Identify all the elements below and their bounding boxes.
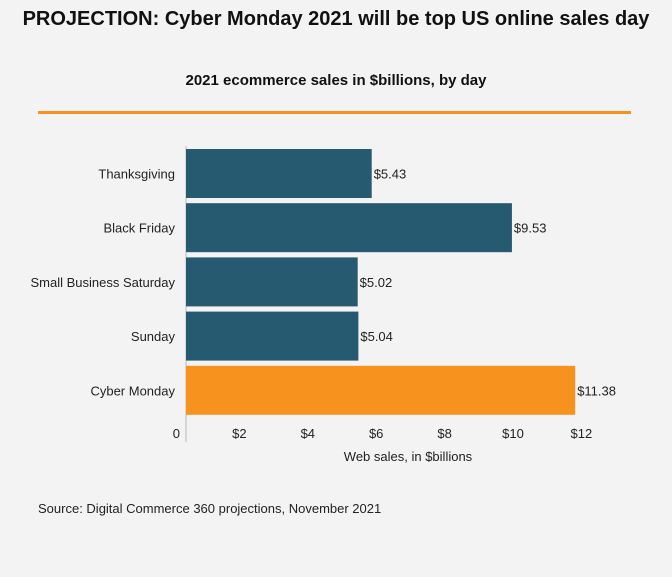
category-label: Thanksgiving	[98, 167, 175, 182]
data-label: $11.38	[577, 383, 616, 398]
bar-thanksgiving	[186, 149, 372, 198]
chart-title: 2021 ecommerce sales in $billions, by da…	[185, 72, 487, 89]
bar-sunday	[186, 311, 359, 361]
data-label: $5.43	[374, 167, 407, 182]
bar-cyber-monday	[186, 365, 576, 415]
data-label: $5.02	[360, 275, 393, 290]
x-tick-label: $2	[232, 426, 246, 441]
source-note: Source: Digital Commerce 360 projections…	[38, 501, 382, 516]
chart-headline: PROJECTION: Cyber Monday 2021 will be to…	[22, 8, 650, 30]
category-label: Small Business Saturday	[30, 275, 175, 290]
divider-rule	[38, 111, 631, 114]
x-tick-label: $8	[437, 426, 451, 441]
data-label: $9.53	[514, 221, 547, 236]
category-label: Black Friday	[103, 221, 175, 236]
x-tick-label: $4	[301, 426, 315, 441]
category-label: Sunday	[131, 329, 176, 344]
data-label: $5.04	[360, 329, 393, 344]
x-tick-label: $12	[571, 426, 593, 441]
x-tick-label: $10	[502, 426, 524, 441]
bar-small-business-saturday	[186, 257, 358, 307]
x-tick-label: $6	[369, 426, 383, 441]
category-label: Cyber Monday	[90, 383, 175, 398]
x-axis-label: Web sales, in $billions	[344, 449, 473, 464]
bar-black-friday	[186, 203, 512, 253]
x-tick-label: 0	[173, 426, 180, 441]
